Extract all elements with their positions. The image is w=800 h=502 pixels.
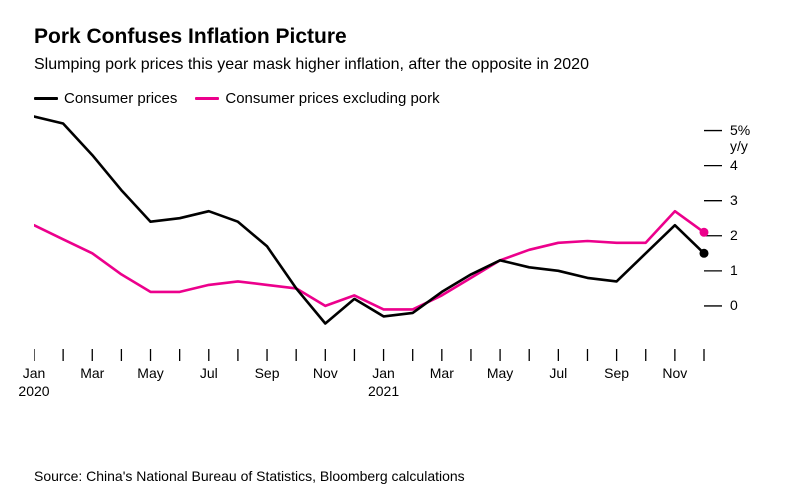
x-tick-label: Nov	[313, 365, 338, 383]
x-tick-label: Sep	[255, 365, 280, 383]
series-cpi	[34, 116, 704, 323]
chart-title: Pork Confuses Inflation Picture	[34, 24, 766, 49]
x-year-label: 2021	[368, 383, 399, 399]
x-ticks	[34, 349, 704, 361]
legend-swatch-a	[34, 97, 58, 100]
x-tick-label: Mar	[430, 365, 454, 383]
y-tick-label: 4	[730, 157, 738, 173]
x-tick-label: Nov	[662, 365, 687, 383]
x-tick-label: May	[487, 365, 513, 383]
x-tick-label: Jan	[23, 365, 46, 383]
x-tick-label: Jan	[372, 365, 395, 383]
x-tick-label: Jul	[200, 365, 218, 383]
x-tick-label: Sep	[604, 365, 629, 383]
legend-item-consumer-prices: Consumer prices	[34, 90, 177, 107]
series-ex-pork	[34, 211, 704, 309]
x-year-label: 2020	[18, 383, 49, 399]
legend-label-b: Consumer prices excluding pork	[225, 90, 439, 107]
x-tick-label: Jul	[549, 365, 567, 383]
y-ticks	[704, 131, 722, 306]
series-ex-pork-end-marker	[700, 228, 709, 237]
source-caption: Source: China's National Bureau of Stati…	[34, 468, 465, 484]
y-tick-label: 0	[730, 297, 738, 313]
chart-area: 012345% y/y JanMarMayJulSepNovJanMarMayJ…	[34, 113, 766, 413]
y-tick-label: 1	[730, 262, 738, 278]
y-tick-label: 3	[730, 192, 738, 208]
series-group	[34, 116, 709, 323]
x-tick-label: May	[137, 365, 163, 383]
y-tick-label: 5% y/y	[730, 122, 766, 154]
legend-item-consumer-prices-ex-pork: Consumer prices excluding pork	[195, 90, 439, 107]
chart-subtitle: Slumping pork prices this year mask high…	[34, 55, 766, 76]
x-tick-label: Mar	[80, 365, 104, 383]
y-tick-label: 2	[730, 227, 738, 243]
legend-swatch-b	[195, 97, 219, 100]
legend-label-a: Consumer prices	[64, 90, 177, 107]
series-cpi-end-marker	[700, 249, 709, 258]
legend: Consumer prices Consumer prices excludin…	[34, 90, 766, 107]
